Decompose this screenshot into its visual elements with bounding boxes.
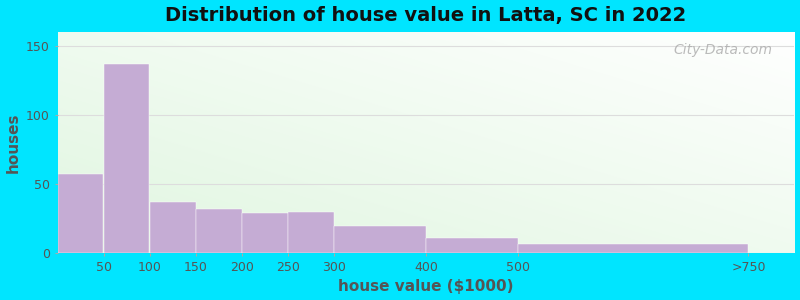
Y-axis label: houses: houses <box>6 112 21 173</box>
Bar <box>196 209 242 253</box>
Title: Distribution of house value in Latta, SC in 2022: Distribution of house value in Latta, SC… <box>166 6 686 25</box>
Text: City-Data.com: City-Data.com <box>674 43 772 57</box>
Bar <box>104 64 150 253</box>
Bar <box>58 174 103 253</box>
X-axis label: house value ($1000): house value ($1000) <box>338 279 514 294</box>
Bar <box>242 213 288 253</box>
Bar <box>288 212 334 253</box>
Bar <box>334 226 426 253</box>
Bar <box>518 244 748 253</box>
Bar <box>426 238 518 253</box>
Bar <box>150 202 195 253</box>
